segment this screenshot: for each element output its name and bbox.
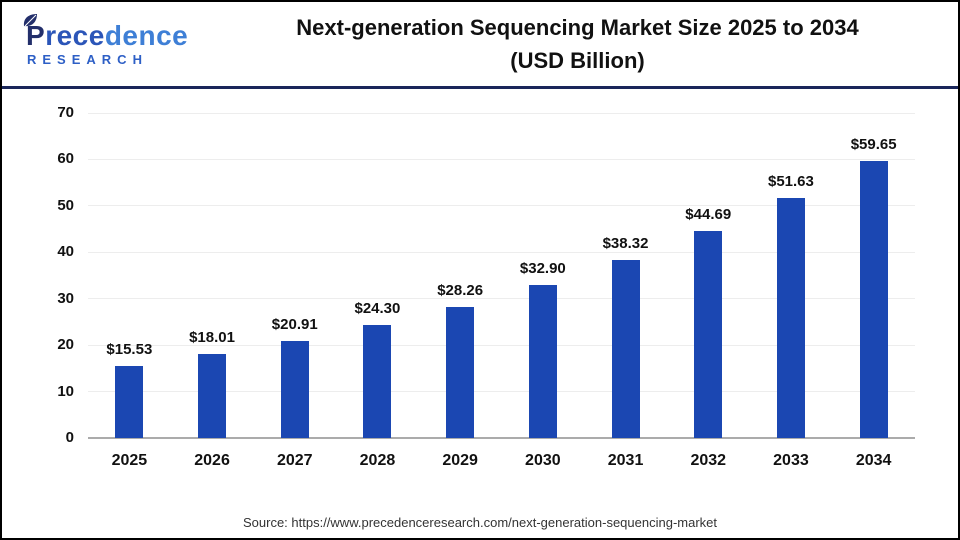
- leaf-icon: [23, 13, 37, 27]
- source-text: Source: https://www.precedenceresearch.c…: [242, 515, 718, 530]
- bar-value-label-2032: $44.69: [685, 205, 732, 223]
- x-axis-line: [88, 437, 915, 439]
- x-tick-label-2027: 2027: [276, 452, 313, 469]
- gridline-40: [88, 251, 915, 253]
- x-tick-label-2030: 2030: [525, 452, 561, 469]
- chart-title: Next-generation Sequencing Market Size 2…: [211, 11, 944, 77]
- logo-text-part3: dence: [104, 19, 189, 51]
- gridline-20: [88, 344, 915, 346]
- bar-value-label-2026: $18.01: [189, 329, 235, 347]
- bar-value-label-2034: $59.65: [850, 136, 897, 154]
- gridline-70: [88, 112, 915, 114]
- bar-value-label-2028: $24.30: [354, 300, 401, 318]
- logo-text-part2: rece: [45, 19, 105, 51]
- logo-wordmark: Precedence: [23, 13, 211, 51]
- y-tick-label-20: 20: [57, 336, 74, 354]
- bar-value-label-2025: $15.53: [106, 340, 153, 358]
- bar-2032: [694, 230, 723, 438]
- bar-value-label-2029: $28.26: [437, 281, 484, 299]
- bar-2027: [280, 340, 309, 438]
- bar-2033: [776, 198, 805, 438]
- bar-2031: [611, 260, 640, 438]
- gridline-10: [88, 391, 915, 393]
- x-tick-label-2033: 2033: [773, 452, 809, 469]
- footer: Source: https://www.precedenceresearch.c…: [2, 515, 958, 530]
- y-tick-label-40: 40: [57, 243, 74, 261]
- bar-2029: [446, 306, 475, 438]
- y-tick-label-60: 60: [57, 150, 74, 168]
- chart-section: $15.53 2025 $18.01 2026 $20.91 2027 $24.30 2028…: [2, 89, 958, 513]
- bar-value-label-2027: $20.91: [271, 315, 318, 333]
- header: Precedence RESEARCH Next-generation Sequ…: [2, 2, 958, 86]
- x-tick-label-2031: 2031: [607, 452, 644, 469]
- precedence-research-logo: Precedence RESEARCH: [16, 13, 211, 68]
- x-tick-label-2029: 2029: [442, 452, 478, 469]
- y-tick-label-10: 10: [57, 382, 74, 400]
- bar-value-label-2033: $51.63: [767, 173, 814, 191]
- x-tick-label-2026: 2026: [194, 452, 230, 469]
- bar-2030: [528, 285, 557, 438]
- x-tick-label-2025: 2025: [111, 452, 148, 469]
- chart-title-line1: Next-generation Sequencing Market Size 2…: [296, 15, 859, 40]
- x-tick-label-2032: 2032: [690, 452, 727, 469]
- y-tick-label-50: 50: [57, 196, 74, 214]
- plot-area: $15.53 2025 $18.01 2026 $20.91 2027 $24.30 2028…: [88, 112, 915, 469]
- y-tick-label-30: 30: [57, 289, 74, 307]
- bar-value-label-2030: $32.90: [519, 260, 566, 278]
- x-tick-label-2028: 2028: [359, 452, 396, 469]
- gridline-30: [88, 298, 915, 300]
- bar-2026: [198, 354, 227, 438]
- logo-text-part1: P: [26, 19, 46, 51]
- bar-value-label-2031: $38.32: [602, 235, 649, 253]
- y-tick-label-0: 0: [65, 429, 74, 446]
- y-tick-label-70: 70: [57, 104, 74, 121]
- chart-title-line2: (USD Billion): [510, 48, 645, 73]
- bar-2025: [115, 365, 144, 438]
- bar-2028: [363, 325, 392, 438]
- gridline-50: [88, 205, 915, 207]
- header-divider: [2, 86, 958, 89]
- bar-2034: [859, 161, 888, 438]
- gridline-60: [88, 158, 915, 160]
- x-tick-label-2034: 2034: [855, 452, 892, 469]
- logo-subtext: RESEARCH: [27, 52, 148, 68]
